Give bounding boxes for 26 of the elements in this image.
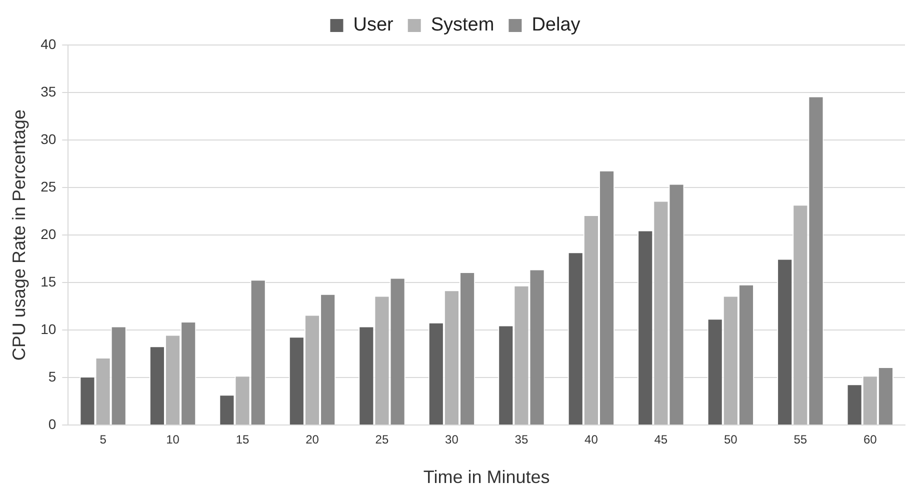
- y-tick-label: 5: [48, 368, 56, 384]
- legend-label: Delay: [532, 14, 581, 36]
- y-tick-label: 25: [40, 178, 56, 194]
- legend-label: User: [353, 14, 394, 36]
- x-tick-label: 15: [236, 432, 250, 447]
- x-tick-label: 60: [863, 432, 878, 447]
- y-tick-label: 0: [48, 416, 56, 432]
- x-tick-label: 50: [724, 432, 738, 447]
- y-tick-label: 10: [40, 320, 56, 337]
- y-tick-label: 30: [40, 130, 56, 147]
- legend-label: System: [430, 14, 494, 36]
- x-axis-title: Time in Minutes: [423, 467, 550, 488]
- x-tick-label: 35: [514, 432, 528, 447]
- x-tick-label: 10: [166, 432, 180, 447]
- x-tick-label: 45: [654, 432, 668, 447]
- y-tick-label: 20: [40, 226, 56, 242]
- y-tick-label: 35: [40, 83, 56, 100]
- x-tick-label: 55: [794, 432, 808, 447]
- x-tick-label: 40: [584, 432, 598, 447]
- y-tick-label: 40: [40, 36, 56, 52]
- x-tick-label: 25: [375, 432, 389, 447]
- x-tick-label: 20: [306, 432, 320, 447]
- x-tick-label: 30: [445, 432, 459, 447]
- x-tick-label: 5: [100, 432, 107, 447]
- y-axis-title: CPU usage Rate in Percentage: [8, 109, 29, 361]
- y-tick-label: 15: [40, 273, 56, 290]
